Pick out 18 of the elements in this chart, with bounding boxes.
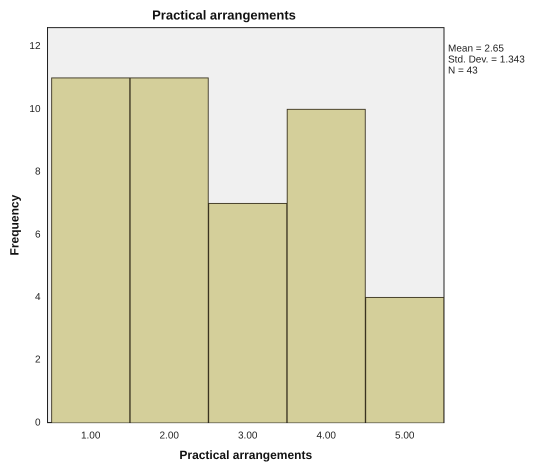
x-tick-label: 2.00 [159,430,180,442]
x-tick-label: 5.00 [395,430,415,442]
y-tick-label: 2 [34,354,41,366]
chart-title: Practical arrangements [152,7,296,22]
x-tick-label: 3.00 [238,430,258,442]
y-tick-label: 12 [29,41,41,52]
text: Mean = 2.65 [448,43,504,54]
x-tick-label: 1.00 [80,430,101,442]
text: Std. Dev. = 1.343 [448,54,526,66]
y-tick-label: 0 [34,417,41,428]
y-tick-label: 8 [34,166,41,178]
y-axis-title: Frequency [8,194,22,256]
x-tick-label: 4.00 [316,430,336,442]
y-tick-label: 4 [34,292,41,303]
y-tick-label: 6 [34,229,41,240]
x-axis-title: Practical arrangements [179,448,312,462]
y-tick-label: 10 [29,104,41,115]
text: N = 43 [448,65,478,76]
